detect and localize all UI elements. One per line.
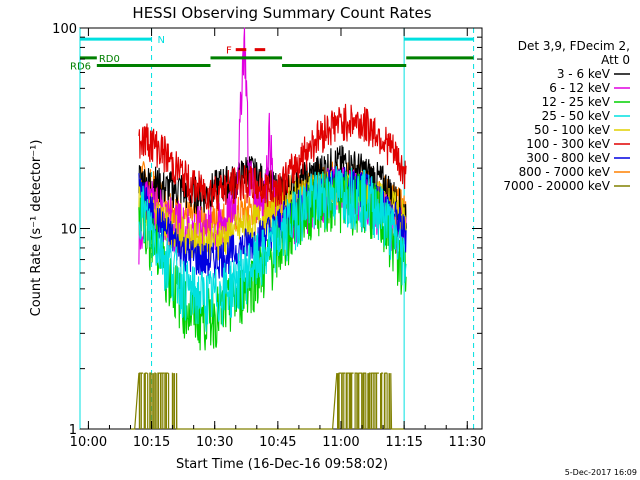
- legend-label-300-800-kev: 300 - 800 keV: [526, 151, 610, 165]
- legend-header-line-2: Att 0: [601, 53, 630, 67]
- legend-label-50-100-kev: 50 - 100 keV: [534, 123, 611, 137]
- state-label-rd6: RD6: [70, 62, 91, 73]
- y-axis-label: Count Rate (s⁻¹ detector⁻¹): [29, 140, 44, 317]
- series-line-7000-20000-kev: [130, 372, 405, 430]
- x-axis: 10:00 10:15 10:30 10:45 11:00 11:15 11:30: [70, 28, 486, 450]
- legend-header-line-1: Det 3,9, FDecim 2,: [518, 39, 630, 53]
- series-line-25-50-kev: [138, 166, 407, 332]
- y-tick-label: 100: [52, 22, 77, 37]
- footer-timestamp: 5-Dec-2017 16:09: [565, 468, 637, 477]
- legend-label-25-50-kev: 25 - 50 keV: [542, 109, 611, 123]
- legend-label-3-6-kev: 3 - 6 keV: [557, 67, 611, 81]
- legend-label-800-7000-kev: 800 - 7000 keV: [519, 165, 611, 179]
- x-tick-label: 10:00: [70, 435, 107, 450]
- state-label-rd0: RD0: [99, 54, 120, 65]
- x-tick-label: 11:15: [385, 435, 422, 450]
- x-tick-label: 10:30: [196, 435, 233, 450]
- state-label-f: F: [226, 46, 232, 57]
- state-bars: N F RD0 RD6: [70, 35, 474, 73]
- series-line-100-300-kev: [138, 103, 407, 211]
- x-tick-label: 11:30: [449, 435, 486, 450]
- data-series: [130, 27, 407, 430]
- x-tick-label: 11:00: [322, 435, 359, 450]
- legend-label-12-25-kev: 12 - 25 keV: [542, 95, 611, 109]
- x-tick-label: 10:45: [259, 435, 296, 450]
- legend-label-6-12-kev: 6 - 12 keV: [549, 81, 611, 95]
- x-axis-label: Start Time (16-Dec-16 09:58:02): [176, 457, 388, 472]
- legend-label-7000-20000-kev: 7000 - 20000 keV: [503, 179, 610, 193]
- legend-label-100-300-kev: 100 - 300 keV: [526, 137, 610, 151]
- y-tick-label: 10: [60, 223, 77, 238]
- state-label-n: N: [158, 35, 165, 46]
- y-tick-label: 1: [69, 423, 77, 438]
- y-axis: 1 10 100: [52, 22, 482, 438]
- x-tick-label: 10:15: [133, 435, 170, 450]
- chart-title: HESSI Observing Summary Count Rates: [132, 4, 431, 22]
